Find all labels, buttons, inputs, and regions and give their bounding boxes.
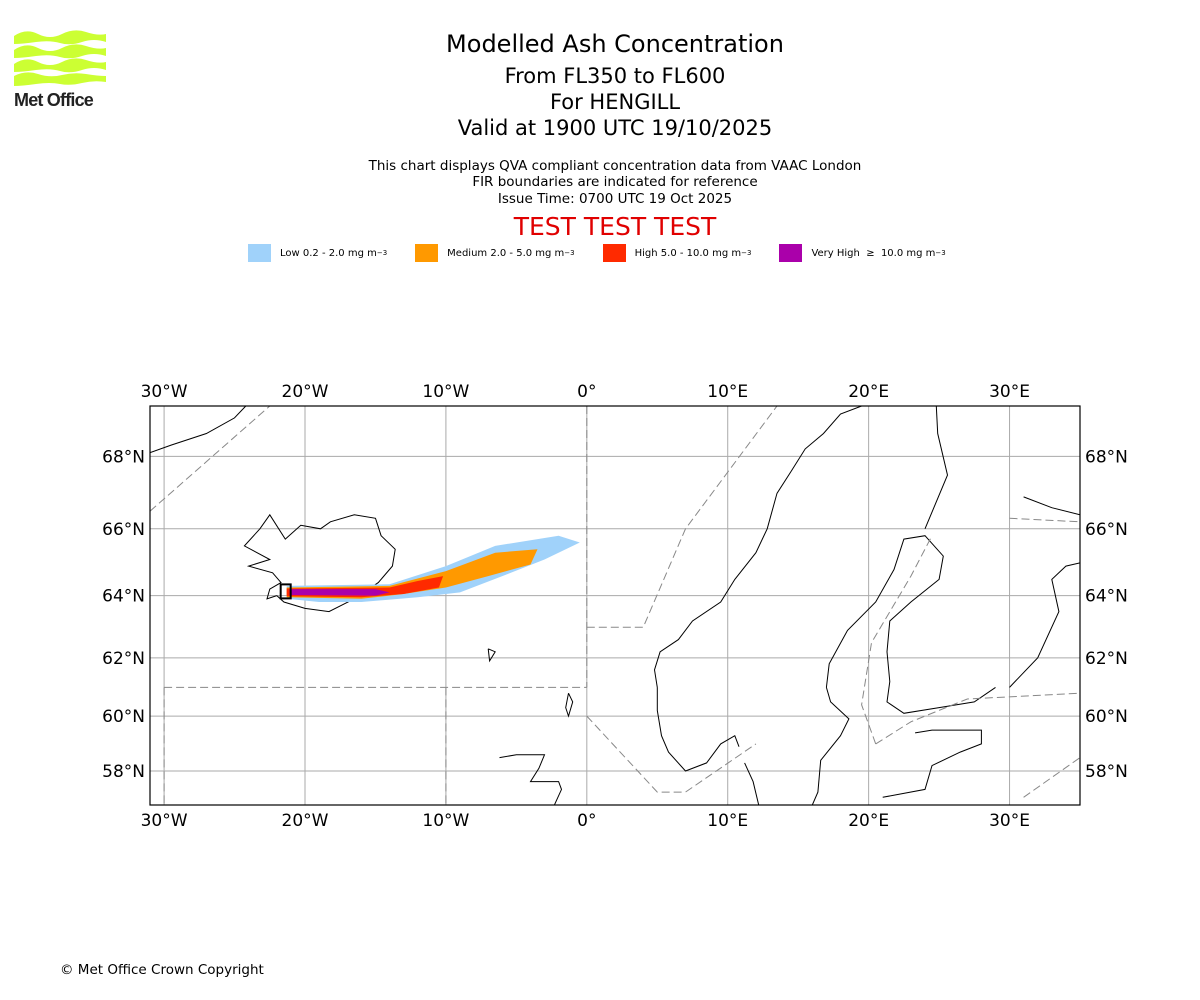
- test-banner: TEST TEST TEST: [513, 212, 717, 241]
- legend-swatch-very-high: [779, 244, 803, 262]
- lat-label-left: 58°N: [102, 762, 145, 782]
- fir-boundary-line: [150, 406, 271, 512]
- map-frame: [149, 405, 1081, 806]
- valid-time: Valid at 1900 UTC 19/10/2025: [457, 116, 773, 140]
- lat-label-left: 66°N: [102, 520, 145, 540]
- legend: Low 0.2 - 2.0 mg m −3 Medium 2.0 - 5.0 mg…: [248, 244, 974, 262]
- fir-boundary-line: [586, 715, 757, 793]
- flight-level-range: From FL350 to FL600: [504, 64, 726, 88]
- legend-label: Low 0.2 - 2.0 mg m: [280, 247, 377, 259]
- legend-item-low: Low 0.2 - 2.0 mg m −3: [248, 244, 387, 262]
- lon-label-bottom: 20°W: [282, 811, 329, 831]
- lon-label-top: 20°E: [848, 382, 889, 402]
- lon-label-bottom: 30°E: [989, 811, 1030, 831]
- coastlines: [150, 406, 1080, 805]
- lat-label-right: 68°N: [1085, 447, 1128, 467]
- lon-label-bottom: 10°W: [422, 811, 469, 831]
- lon-label-bottom: 30°W: [141, 811, 188, 831]
- coastline-russia: [1009, 562, 1080, 688]
- legend-label: High 5.0 - 10.0 mg m: [634, 247, 742, 259]
- fir-boundary-line: [1009, 517, 1080, 523]
- fir-boundary-line: [586, 406, 778, 628]
- legend-swatch-high: [602, 244, 626, 262]
- legend-swatch-medium: [415, 244, 439, 262]
- volcano-marker-icon: [279, 583, 292, 600]
- lon-label-top: 30°W: [141, 382, 188, 402]
- legend-label: Medium 2.0 - 5.0 mg m: [447, 247, 565, 259]
- coastline-sweden-east: [811, 687, 850, 805]
- lat-label-right: 64°N: [1085, 587, 1128, 607]
- lat-label-right: 58°N: [1085, 762, 1128, 782]
- lon-label-bottom: 0°: [577, 811, 596, 831]
- coastline-shetland: [565, 692, 574, 718]
- ash-contour-high: [286, 576, 444, 598]
- coastline-greenland: [150, 406, 247, 454]
- lat-label-right: 60°N: [1085, 707, 1128, 727]
- lat-label-left: 64°N: [102, 587, 145, 607]
- met-office-logo-icon: [14, 30, 106, 86]
- legend-item-very-high: Very High ≥ 10.0 mg m −3: [779, 244, 946, 262]
- logo-text: Met Office: [14, 90, 94, 110]
- graticule: [150, 406, 1080, 805]
- legend-swatch-low: [248, 244, 271, 262]
- legend-item-medium: Medium 2.0 - 5.0 mg m −3: [415, 244, 575, 262]
- legend-sup: −3: [376, 249, 388, 257]
- coastline-faroes: [487, 648, 496, 663]
- coastline-norway-south: [656, 687, 740, 772]
- description-text: This chart displays QVA compliant concen…: [368, 158, 862, 174]
- coastline-finland-east: [924, 406, 949, 529]
- ash-plume: [279, 535, 580, 602]
- coastline-sweden: [744, 762, 760, 805]
- legend-sup: −3: [564, 249, 575, 257]
- lon-label-top: 10°W: [422, 382, 469, 402]
- fir-boundary-line: [1023, 757, 1080, 798]
- copyright: © Met Office Crown Copyright: [60, 962, 264, 978]
- lat-label-right: 66°N: [1085, 520, 1128, 540]
- coastline-bothnia: [825, 535, 996, 714]
- issue-time: Issue Time: 0700 UTC 19 Oct 2025: [497, 191, 733, 207]
- coastline-iceland: [243, 513, 396, 613]
- chart-title: Modelled Ash Concentration: [446, 30, 784, 58]
- fir-boundary-line: [861, 535, 933, 745]
- legend-label: Very High ≥ 10.0 mg m: [811, 247, 936, 259]
- legend-sup: −3: [741, 249, 752, 257]
- lon-label-top: 20°W: [282, 382, 329, 402]
- lat-label-left: 68°N: [102, 447, 145, 467]
- legend-sup: −3: [935, 249, 946, 257]
- lon-label-bottom: 10°E: [707, 811, 748, 831]
- lat-label-left: 62°N: [102, 649, 145, 669]
- lon-label-top: 0°: [577, 382, 596, 402]
- lat-label-left: 60°N: [102, 707, 145, 727]
- ash-contour-very-high: [289, 589, 390, 596]
- legend-item-high: High 5.0 - 10.0 mg m −3: [602, 244, 752, 262]
- fir-note: FIR boundaries are indicated for referen…: [472, 174, 758, 190]
- coastline-norway: [653, 406, 862, 688]
- coastline-baltics: [882, 729, 982, 798]
- fir-boundaries: [150, 406, 1080, 805]
- volcano-name: For HENGILL: [549, 90, 681, 114]
- fir-boundary-line: [875, 692, 1080, 745]
- coastline-kola: [1023, 496, 1080, 516]
- lon-label-bottom: 20°E: [848, 811, 889, 831]
- axis-labels: 30°W 30°W 20°W 20°W 10°W 10°W 0° 0° 10°E 10°E 20°E…: [102, 382, 1128, 831]
- ash-contour-medium: [286, 549, 538, 599]
- ash-contour-low: [286, 535, 580, 602]
- coastline-scotland: [499, 754, 563, 805]
- lon-label-top: 30°E: [989, 382, 1030, 402]
- lat-label-right: 62°N: [1085, 649, 1128, 669]
- lon-label-top: 10°E: [707, 382, 748, 402]
